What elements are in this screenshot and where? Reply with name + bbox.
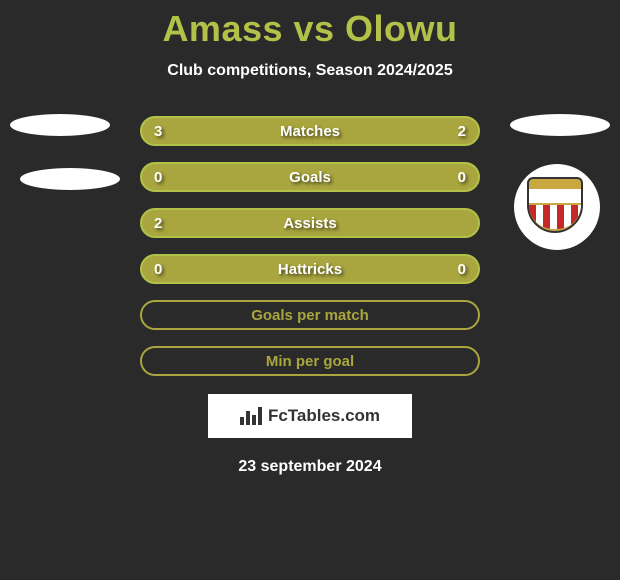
brand-text: FcTables.com bbox=[268, 406, 380, 426]
stat-label: Hattricks bbox=[278, 261, 342, 278]
player-left-badge-2 bbox=[20, 168, 120, 190]
player-right-badge-1 bbox=[510, 114, 610, 136]
stat-label: Assists bbox=[283, 215, 336, 232]
stat-left-value: 0 bbox=[154, 169, 162, 186]
stat-right-value: 0 bbox=[458, 261, 466, 278]
stat-right-value: 2 bbox=[458, 123, 466, 140]
stat-bar-goals-per-match: Goals per match bbox=[140, 300, 480, 330]
player-right-crest bbox=[514, 164, 600, 250]
brand-badge: FcTables.com bbox=[208, 394, 412, 438]
stat-bar-goals: 0 Goals 0 bbox=[140, 162, 480, 192]
stat-label: Goals bbox=[289, 169, 331, 186]
comparison-content: 3 Matches 2 0 Goals 0 2 Assists 0 Hattri… bbox=[0, 116, 620, 476]
stat-bar-assists: 2 Assists bbox=[140, 208, 480, 238]
club-crest-icon bbox=[527, 177, 587, 237]
stat-left-value: 3 bbox=[154, 123, 162, 140]
stat-right-value: 0 bbox=[458, 169, 466, 186]
stat-bar-hattricks: 0 Hattricks 0 bbox=[140, 254, 480, 284]
stat-label: Matches bbox=[280, 123, 340, 140]
bar-chart-icon bbox=[240, 407, 262, 425]
player-left-badge-1 bbox=[10, 114, 110, 136]
page-subtitle: Club competitions, Season 2024/2025 bbox=[0, 62, 620, 80]
page-title: Amass vs Olowu bbox=[0, 0, 620, 50]
stat-bar-min-per-goal: Min per goal bbox=[140, 346, 480, 376]
stat-left-value: 0 bbox=[154, 261, 162, 278]
date-text: 23 september 2024 bbox=[0, 458, 620, 476]
stat-label: Goals per match bbox=[251, 307, 369, 324]
stat-label: Min per goal bbox=[266, 353, 354, 370]
stat-bars: 3 Matches 2 0 Goals 0 2 Assists 0 Hattri… bbox=[140, 116, 480, 376]
stat-left-value: 2 bbox=[154, 215, 162, 232]
stat-bar-matches: 3 Matches 2 bbox=[140, 116, 480, 146]
